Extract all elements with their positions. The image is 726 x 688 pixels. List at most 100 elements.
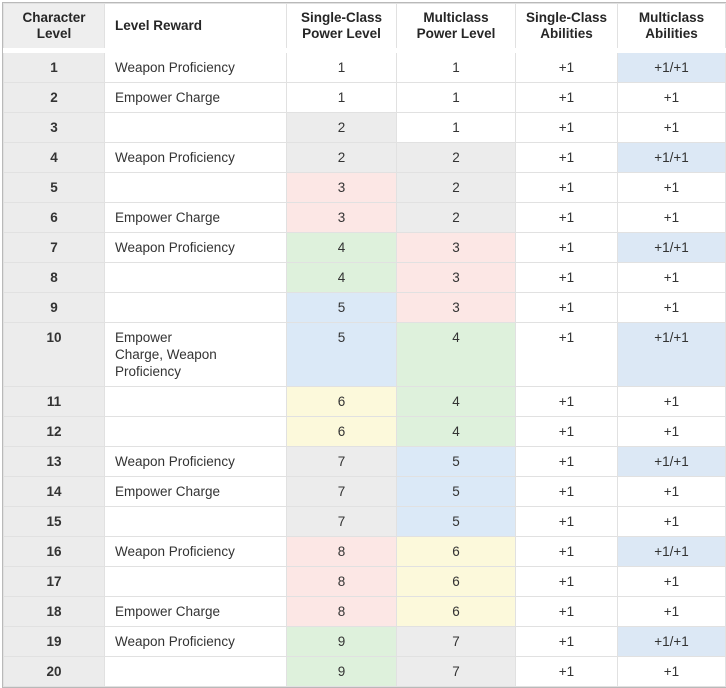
character-level-cell: 3 <box>3 112 105 143</box>
single-class-abilities-cell: +1 <box>515 476 618 507</box>
level-reward-cell: Weapon Proficiency <box>104 626 287 657</box>
character-level-cell: 8 <box>3 262 105 293</box>
header-row: Character Level Level Reward Single-Clas… <box>3 3 726 53</box>
table-row: 2 Empower Charge 1 1 +1 +1 <box>3 82 726 113</box>
single-class-abilities-cell: +1 <box>515 596 618 627</box>
table-row: 9 5 3 +1 +1 <box>3 292 726 323</box>
character-level-cell: 20 <box>3 656 105 687</box>
single-class-power-cell: 2 <box>286 142 397 173</box>
single-class-abilities-cell: +1 <box>515 566 618 597</box>
single-class-abilities-cell: +1 <box>515 262 618 293</box>
multiclass-abilities-cell: +1 <box>617 172 726 203</box>
multiclass-power-cell: 2 <box>396 202 516 233</box>
character-level-cell: 1 <box>3 50 105 83</box>
multiclass-power-cell: 2 <box>396 142 516 173</box>
single-class-abilities-cell: +1 <box>515 142 618 173</box>
single-class-power-cell: 8 <box>286 566 397 597</box>
table-row: 5 3 2 +1 +1 <box>3 172 726 203</box>
level-progression-table: Character Level Level Reward Single-Clas… <box>3 3 726 687</box>
single-class-power-cell: 7 <box>286 446 397 477</box>
table-row: 8 4 3 +1 +1 <box>3 262 726 293</box>
single-class-power-cell: 1 <box>286 50 397 83</box>
character-level-cell: 18 <box>3 596 105 627</box>
multiclass-power-cell: 7 <box>396 656 516 687</box>
character-level-cell: 12 <box>3 416 105 447</box>
single-class-abilities-cell: +1 <box>515 202 618 233</box>
character-level-cell: 17 <box>3 566 105 597</box>
single-class-power-cell: 1 <box>286 82 397 113</box>
col-header-character-level: Character Level <box>3 3 105 53</box>
level-reward-cell <box>104 566 287 597</box>
single-class-power-cell: 9 <box>286 626 397 657</box>
multiclass-power-cell: 4 <box>396 386 516 417</box>
col-header-multiclass-abilities: Multiclass Abilities <box>617 3 726 53</box>
character-level-cell: 7 <box>3 232 105 263</box>
level-reward-cell <box>104 416 287 447</box>
level-reward-cell: Empower Charge <box>104 476 287 507</box>
level-reward-cell <box>104 262 287 293</box>
character-level-cell: 6 <box>3 202 105 233</box>
character-level-cell: 4 <box>3 142 105 173</box>
multiclass-power-cell: 3 <box>396 262 516 293</box>
multiclass-abilities-cell: +1 <box>617 202 726 233</box>
multiclass-abilities-cell: +1 <box>617 596 726 627</box>
table-row: 14 Empower Charge 7 5 +1 +1 <box>3 476 726 507</box>
multiclass-abilities-cell: +1/+1 <box>617 536 726 567</box>
multiclass-power-cell: 1 <box>396 82 516 113</box>
single-class-power-cell: 5 <box>286 322 397 387</box>
table-row: 4 Weapon Proficiency 2 2 +1 +1/+1 <box>3 142 726 173</box>
table-row: 12 6 4 +1 +1 <box>3 416 726 447</box>
single-class-abilities-cell: +1 <box>515 232 618 263</box>
single-class-abilities-cell: +1 <box>515 322 618 387</box>
multiclass-abilities-cell: +1 <box>617 386 726 417</box>
level-reward-cell: Weapon Proficiency <box>104 50 287 83</box>
level-reward-cell: Empower Charge <box>104 596 287 627</box>
single-class-abilities-cell: +1 <box>515 626 618 657</box>
multiclass-power-cell: 6 <box>396 596 516 627</box>
level-reward-cell: Empower Charge <box>104 82 287 113</box>
multiclass-power-cell: 5 <box>396 446 516 477</box>
character-level-cell: 13 <box>3 446 105 477</box>
single-class-power-cell: 8 <box>286 536 397 567</box>
multiclass-abilities-cell: +1 <box>617 112 726 143</box>
col-header-multiclass-power-level: Multiclass Power Level <box>396 3 516 53</box>
single-class-abilities-cell: +1 <box>515 82 618 113</box>
level-reward-cell <box>104 386 287 417</box>
table-row: 7 Weapon Proficiency 4 3 +1 +1/+1 <box>3 232 726 263</box>
character-level-cell: 11 <box>3 386 105 417</box>
single-class-abilities-cell: +1 <box>515 292 618 323</box>
table-row: 10 Empower Charge, Weapon Proficiency 5 … <box>3 322 726 387</box>
table-row: 18 Empower Charge 8 6 +1 +1 <box>3 596 726 627</box>
table-row: 16 Weapon Proficiency 8 6 +1 +1/+1 <box>3 536 726 567</box>
multiclass-power-cell: 2 <box>396 172 516 203</box>
level-reward-cell: Weapon Proficiency <box>104 536 287 567</box>
multiclass-abilities-cell: +1/+1 <box>617 626 726 657</box>
level-reward-cell <box>104 172 287 203</box>
multiclass-power-cell: 7 <box>396 626 516 657</box>
single-class-abilities-cell: +1 <box>515 386 618 417</box>
character-level-cell: 15 <box>3 506 105 537</box>
multiclass-abilities-cell: +1 <box>617 656 726 687</box>
table-row: 11 6 4 +1 +1 <box>3 386 726 417</box>
multiclass-abilities-cell: +1/+1 <box>617 446 726 477</box>
table-row: 17 8 6 +1 +1 <box>3 566 726 597</box>
level-reward-cell <box>104 656 287 687</box>
multiclass-power-cell: 1 <box>396 112 516 143</box>
col-header-level-reward: Level Reward <box>104 3 287 53</box>
single-class-power-cell: 5 <box>286 292 397 323</box>
level-reward-cell <box>104 112 287 143</box>
level-reward-cell: Weapon Proficiency <box>104 142 287 173</box>
multiclass-abilities-cell: +1 <box>617 416 726 447</box>
single-class-power-cell: 6 <box>286 416 397 447</box>
multiclass-abilities-cell: +1 <box>617 566 726 597</box>
single-class-power-cell: 6 <box>286 386 397 417</box>
multiclass-abilities-cell: +1/+1 <box>617 322 726 387</box>
multiclass-abilities-cell: +1 <box>617 82 726 113</box>
character-level-cell: 10 <box>3 322 105 387</box>
character-level-cell: 19 <box>3 626 105 657</box>
multiclass-abilities-cell: +1 <box>617 476 726 507</box>
character-level-cell: 2 <box>3 82 105 113</box>
single-class-abilities-cell: +1 <box>515 112 618 143</box>
col-header-single-class-power-level: Single-Class Power Level <box>286 3 397 53</box>
